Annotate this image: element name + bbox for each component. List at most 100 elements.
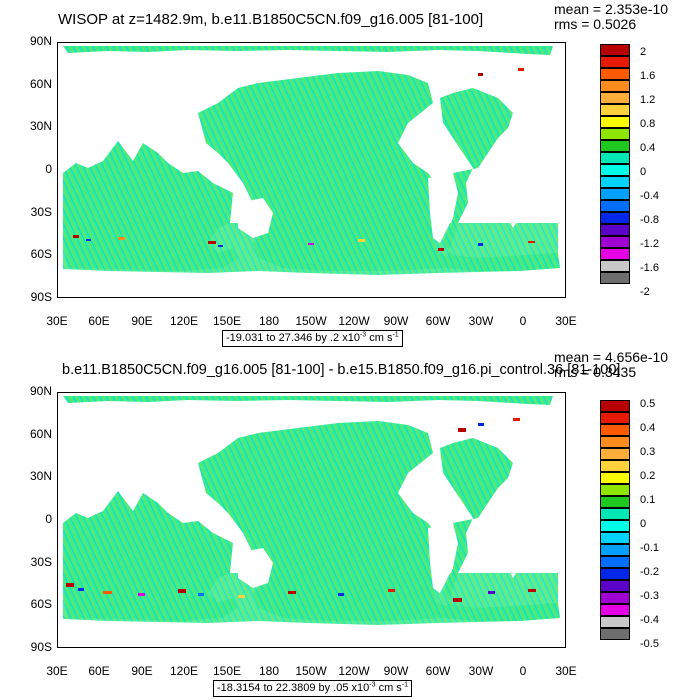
colorbar-box — [600, 260, 630, 272]
map-plot — [57, 392, 566, 648]
colorbar-label: 0 — [640, 518, 647, 530]
colorbar-box — [600, 188, 630, 200]
range-unit-exponent: -1 — [401, 681, 409, 689]
stats: mean = 2.353e-10 rms = 0.5026 — [554, 2, 668, 32]
map-plot — [57, 42, 566, 298]
colorbar-box — [600, 568, 630, 580]
lat-label: 90S — [30, 290, 52, 304]
lon-label: 180 — [258, 314, 280, 328]
lat-label: 60N — [29, 77, 52, 91]
stat-mean: mean = 2.353e-10 — [554, 1, 669, 17]
lon-label: 30W — [468, 314, 494, 328]
colorbar-box — [600, 400, 630, 412]
colorbar-box — [600, 224, 630, 236]
lat-label: 90N — [29, 34, 52, 48]
colorbar-box — [600, 460, 630, 472]
range-units: cm s — [366, 332, 393, 344]
southern-ocean — [63, 223, 558, 275]
colorbar-label: 0.2 — [640, 470, 656, 482]
colorbar-box — [600, 104, 630, 116]
colorbar-box — [600, 436, 630, 448]
colorbar-box — [600, 628, 630, 640]
stats: mean = 4.656e-10 rms = 0.3435 — [554, 350, 668, 380]
atlantic-ocean — [440, 88, 560, 271]
colorbar-label: 0 — [640, 166, 647, 178]
lon-label: 0 — [519, 314, 527, 328]
colorbar-label: 1.6 — [640, 70, 656, 82]
colorbar-box — [600, 68, 630, 80]
range-unit-exponent: -1 — [392, 331, 399, 339]
lon-label: 30E — [555, 664, 577, 678]
lon-label: 150E — [212, 664, 242, 678]
lat-label: 30N — [29, 469, 52, 483]
colorbar-label: 2 — [640, 46, 647, 58]
range-exponent: -3 — [359, 331, 367, 339]
arctic-ocean — [63, 396, 553, 405]
lon-label: 180 — [258, 664, 280, 678]
lon-label: 60W — [425, 664, 451, 678]
colorbar-label: 0.4 — [640, 142, 656, 154]
colorbar-label: -0.1 — [640, 542, 659, 554]
colorbar-box — [600, 80, 630, 92]
lat-label: 30S — [30, 205, 52, 219]
africa-land — [498, 488, 538, 578]
colorbar-label: -2 — [640, 286, 650, 298]
lon-label: 150W — [295, 664, 327, 678]
colorbar-box — [600, 176, 630, 188]
southern-ocean — [63, 573, 558, 625]
lat-label: 30N — [29, 119, 52, 133]
colorbar-box — [600, 472, 630, 484]
colorbar-box — [600, 604, 630, 616]
colorbar-label: -0.4 — [640, 614, 659, 626]
south-america-land — [428, 175, 458, 243]
colorbar-box — [600, 92, 630, 104]
lat-label: 0 — [45, 162, 52, 176]
australia-land — [238, 548, 273, 588]
colorbar-box — [600, 580, 630, 592]
colorbar-box — [600, 200, 630, 212]
colorbar-label: 0.8 — [640, 118, 656, 130]
lon-label: 30E — [46, 664, 68, 678]
lon-label: 60W — [425, 314, 451, 328]
stat-mean: mean = 4.656e-10 — [554, 349, 669, 365]
range-units: cm s — [375, 682, 402, 694]
colorbar-box — [600, 484, 630, 496]
colorbar-box — [600, 248, 630, 260]
lat-label: 60N — [29, 427, 52, 441]
colorbar-box — [600, 152, 630, 164]
colorbar-box — [600, 116, 630, 128]
colorbar-box — [600, 496, 630, 508]
colorbar-box — [600, 128, 630, 140]
colorbar-box — [600, 592, 630, 604]
range-exponent: -3 — [369, 681, 376, 689]
south-america-land — [428, 525, 458, 593]
colorbar-label: 0.1 — [640, 494, 656, 506]
lat-label: 90S — [30, 640, 52, 654]
lon-label: 60E — [88, 664, 110, 678]
acc-anomalies — [66, 418, 536, 602]
lat-label: 60S — [30, 597, 52, 611]
contour-range-label: -19.031 to 27.346 by .2 x10-3 cm s-1 — [222, 330, 403, 347]
lon-label: 0 — [519, 664, 527, 678]
lat-label: 90N — [29, 384, 52, 398]
lon-label: 120E — [169, 314, 199, 328]
colorbar-box — [600, 44, 630, 56]
lon-label: 150E — [212, 314, 242, 328]
atlantic-ocean — [440, 438, 560, 621]
australia-land — [238, 198, 273, 238]
range-text: -19.031 to 27.346 by .2 x10 — [226, 332, 360, 344]
colorbar-label: 1.2 — [640, 94, 656, 106]
lon-label: 90W — [383, 664, 409, 678]
colorbar-box — [600, 424, 630, 436]
colorbar-label: -0.4 — [640, 190, 659, 202]
colorbar-label: -1.2 — [640, 238, 659, 250]
colorbar-box — [600, 164, 630, 176]
colorbar-box — [600, 520, 630, 532]
lon-label: 150W — [295, 314, 327, 328]
ocean-map — [63, 396, 560, 625]
ocean-map — [63, 46, 560, 275]
lon-label: 90E — [131, 314, 153, 328]
stat-rms: rms = 0.3435 — [554, 364, 637, 380]
lon-label: 60E — [88, 314, 110, 328]
lon-label: 30W — [468, 664, 494, 678]
